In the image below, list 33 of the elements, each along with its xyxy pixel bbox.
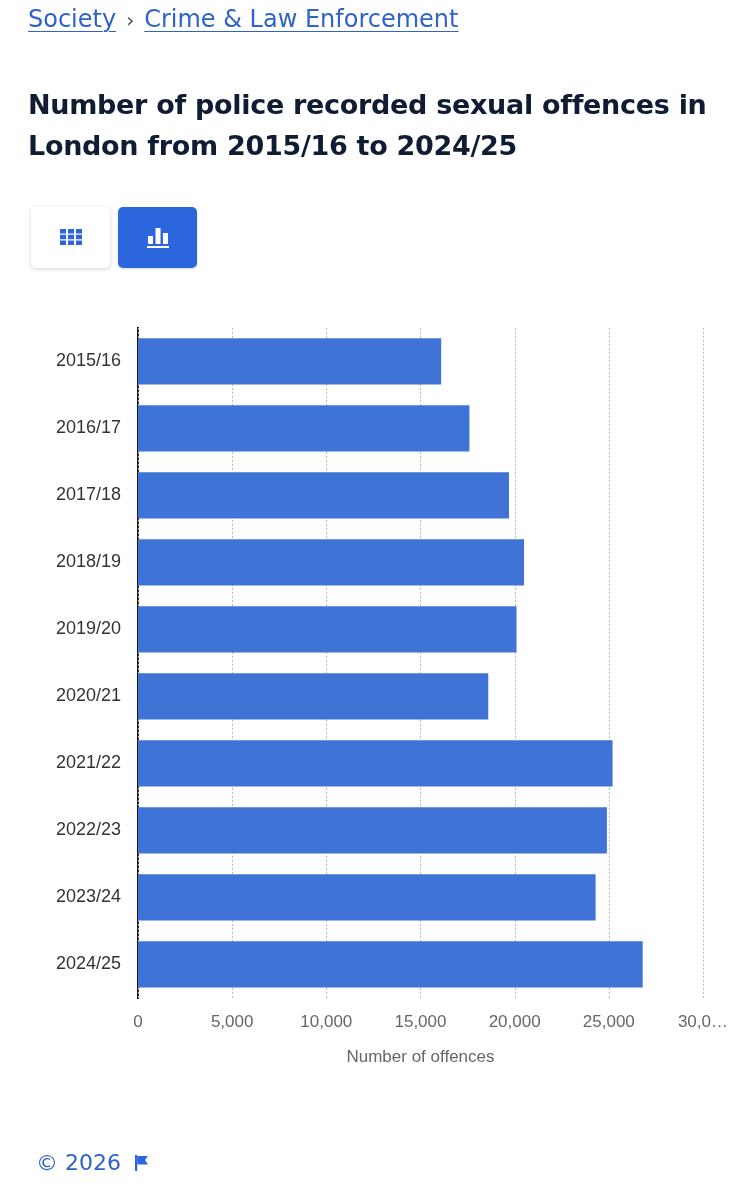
text: Society: [28, 5, 117, 33]
y-tick-label: 2019/20: [55, 618, 121, 639]
y-tick-label: 2018/19: [55, 551, 121, 572]
y-tick-label: 2022/23: [55, 819, 121, 840]
bar: [138, 606, 517, 653]
y-tick-label: 2016/17: [55, 417, 121, 438]
y-tick-label: 2017/18: [55, 484, 121, 505]
y-tick-label: 2023/24: [55, 886, 121, 907]
x-axis-title: Number of offences: [346, 1047, 495, 1067]
bar: [138, 338, 442, 385]
text: ›: [126, 8, 135, 32]
bar: [138, 472, 509, 519]
x-tick-label: 20,000: [488, 1011, 541, 1031]
bar: [138, 874, 596, 921]
y-tick-label: 2024/25: [55, 953, 121, 974]
bar: [138, 539, 525, 586]
text: © 2026: [36, 1150, 121, 1175]
x-tick-label: 15,000: [394, 1011, 447, 1031]
x-tick-label: 5,000: [210, 1011, 254, 1031]
y-tick-label: 2020/21: [55, 685, 121, 706]
y-tick-label: 2015/16: [55, 350, 121, 371]
bar: [138, 405, 470, 452]
chart-title: Number of police recorded sexual offences in London from 2015/16 to 2024/25: [28, 88, 708, 163]
bar: [138, 740, 613, 787]
y-tick-label: 2021/22: [55, 752, 121, 773]
x-tick-label: 0: [133, 1011, 143, 1031]
x-tick-label: 30,0…: [677, 1011, 728, 1031]
text: Crime & Law Enforcement: [144, 5, 459, 33]
bar: [138, 673, 489, 720]
x-tick-label: 10,000: [300, 1011, 353, 1031]
bar: [138, 807, 607, 854]
x-tick-label: 25,000: [582, 1011, 635, 1031]
bar: [138, 941, 643, 988]
